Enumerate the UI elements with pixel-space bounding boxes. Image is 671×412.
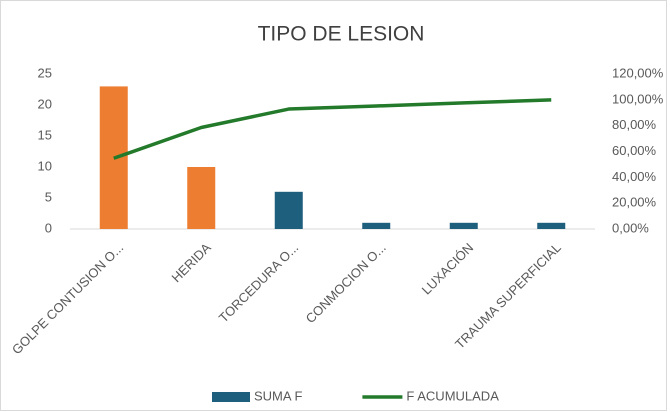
y2-tick-label: 20,00% (612, 195, 657, 210)
y-tick-label: 15 (38, 127, 52, 142)
bar (362, 222, 391, 229)
legend-label: SUMA F (254, 388, 302, 403)
y-tick-label: 25 (38, 65, 52, 80)
y-tick-label: 20 (38, 96, 52, 111)
y2-tick-label: 80,00% (612, 117, 657, 132)
legend-label: F ACUMULADA (406, 388, 499, 403)
bar (449, 222, 478, 229)
y2-tick-label: 100,00% (612, 91, 664, 106)
bar (274, 191, 303, 229)
legend-swatch (212, 392, 250, 402)
y2-tick-label: 120,00% (612, 65, 664, 80)
y-tick-label: 0 (45, 220, 52, 235)
y2-tick-label: 0,00% (612, 220, 649, 235)
y2-tick-label: 60,00% (612, 143, 657, 158)
y-tick-label: 5 (45, 189, 52, 204)
y2-tick-label: 40,00% (612, 169, 657, 184)
chart-title: TIPO DE LESION (258, 23, 425, 46)
bar (187, 167, 216, 229)
bar (537, 222, 566, 229)
line (113, 98, 552, 160)
y-tick-label: 10 (38, 158, 52, 173)
